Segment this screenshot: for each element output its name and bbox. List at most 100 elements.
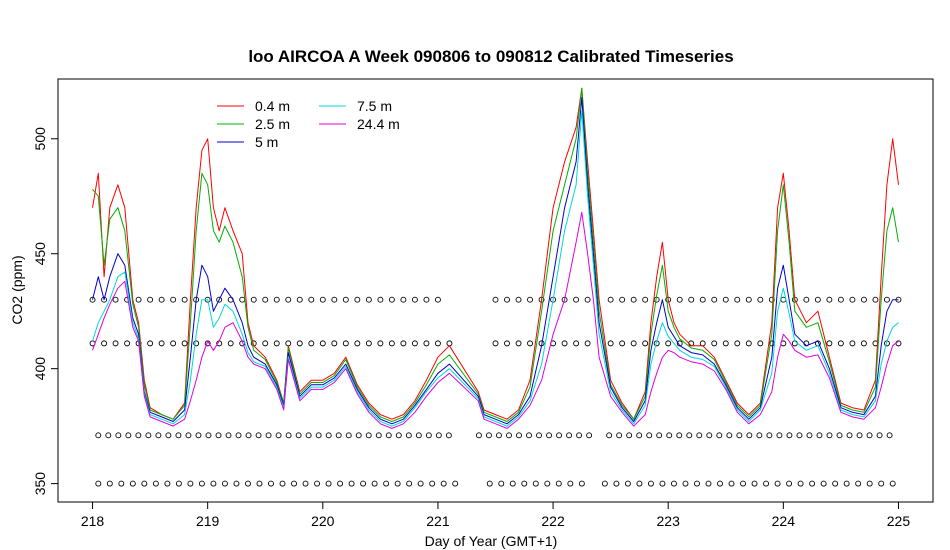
sample-marker: [112, 296, 119, 303]
sample-marker: [876, 432, 883, 439]
sample-marker: [233, 480, 240, 487]
sample-marker: [509, 480, 516, 487]
sample-marker: [751, 480, 758, 487]
x-axis: 218 219 220 221 222 223 224 225: [81, 501, 911, 529]
sample-marker: [175, 432, 182, 439]
sample-marker: [526, 432, 532, 439]
sample-marker: [268, 480, 274, 487]
sample-marker: [256, 480, 263, 487]
sample-marker: [193, 340, 200, 347]
sample-marker: [319, 296, 326, 303]
sample-marker: [515, 340, 522, 347]
sample-markers: [89, 296, 902, 487]
x-tick-label: 219: [196, 513, 220, 529]
sample-marker: [295, 432, 302, 439]
sample-marker: [776, 432, 783, 439]
sample-marker: [135, 432, 142, 439]
sample-marker: [112, 340, 119, 347]
x-tick-label: 221: [426, 513, 450, 529]
sample-marker: [676, 296, 683, 303]
sample-marker: [235, 432, 242, 439]
sample-marker: [360, 480, 367, 487]
sample-marker: [155, 432, 162, 439]
sample-marker: [797, 480, 804, 487]
sample-marker: [774, 480, 781, 487]
sample-marker: [265, 432, 272, 439]
sample-marker: [860, 340, 867, 347]
sample-marker: [273, 340, 280, 347]
sample-marker: [141, 480, 148, 487]
sample-marker: [849, 296, 856, 303]
sample-marker: [521, 480, 528, 487]
sample-marker: [345, 432, 352, 439]
sample-marker: [124, 340, 131, 347]
sample-marker: [101, 296, 108, 303]
sample-marker: [375, 432, 382, 439]
sample-marker: [388, 296, 395, 303]
plot-box: [57, 78, 934, 503]
sample-marker: [225, 432, 232, 439]
sample-marker: [377, 296, 384, 303]
sample-marker: [527, 296, 533, 303]
sample-marker: [405, 432, 412, 439]
sample-marker: [630, 340, 637, 347]
sample-marker: [273, 296, 280, 303]
sample-marker: [89, 296, 96, 303]
sample-marker: [814, 296, 821, 303]
sample-marker: [527, 340, 533, 347]
y-tick-label: 400: [32, 357, 48, 381]
sample-marker: [768, 296, 775, 303]
sample-marker: [836, 432, 843, 439]
sample-marker: [446, 340, 453, 347]
series-lines: [92, 87, 899, 429]
sample-marker: [642, 340, 649, 347]
sample-marker: [348, 480, 355, 487]
sample-marker: [255, 432, 262, 439]
sample-marker: [694, 480, 700, 487]
sample-marker: [816, 432, 823, 439]
sample-marker: [576, 432, 583, 439]
sample-marker: [440, 480, 447, 487]
sample-marker: [856, 432, 863, 439]
sample-marker: [843, 480, 850, 487]
sample-marker: [546, 432, 552, 439]
sample-marker: [145, 432, 152, 439]
sample-marker: [607, 296, 614, 303]
sample-marker: [429, 480, 436, 487]
sample-marker: [95, 432, 102, 439]
chart-title: loo AIRCOA A Week 090806 to 090812 Calib…: [248, 47, 733, 66]
sample-marker: [624, 480, 631, 487]
sample-marker: [158, 340, 165, 347]
sample-marker: [198, 480, 205, 487]
sample-marker: [659, 480, 666, 487]
sample-marker: [656, 432, 663, 439]
sample-marker: [746, 432, 753, 439]
sample-marker: [325, 432, 332, 439]
x-tick-label: 224: [772, 513, 796, 529]
sample-marker: [584, 340, 591, 347]
sample-marker: [699, 296, 706, 303]
sample-marker: [115, 432, 122, 439]
sample-marker: [95, 480, 102, 487]
series-line-24-4-m: [92, 211, 899, 429]
sample-marker: [705, 480, 712, 487]
sample-marker: [400, 296, 407, 303]
sample-marker: [498, 480, 505, 487]
sample-marker: [187, 480, 194, 487]
sample-marker: [573, 296, 580, 303]
sample-marker: [536, 432, 542, 439]
sample-marker: [492, 296, 499, 303]
sample-marker: [147, 340, 154, 347]
sample-marker: [706, 432, 713, 439]
sample-marker: [315, 432, 322, 439]
sample-marker: [688, 296, 695, 303]
sample-marker: [395, 432, 402, 439]
y-tick-label: 500: [32, 127, 48, 151]
sample-marker: [106, 480, 113, 487]
sample-marker: [666, 432, 673, 439]
sample-marker: [803, 296, 810, 303]
sample-marker: [826, 296, 833, 303]
sample-marker: [740, 480, 746, 487]
x-tick-label: 225: [887, 513, 911, 529]
sample-marker: [883, 296, 890, 303]
